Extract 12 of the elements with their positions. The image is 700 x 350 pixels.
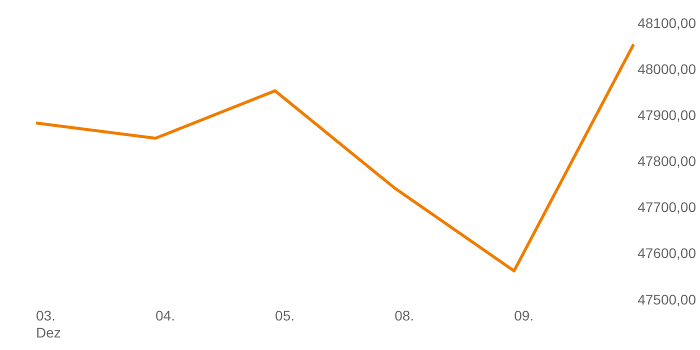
- y-tick-label: 47700,00: [638, 199, 696, 216]
- x-tick-label: 09.: [514, 308, 534, 324]
- x-tick-label: 04.: [156, 308, 175, 324]
- x-tick-label: 05.: [275, 308, 295, 324]
- y-tick-label: 47600,00: [638, 245, 696, 262]
- y-tick-label: 48100,00: [638, 14, 696, 31]
- y-tick-label: 47800,00: [638, 153, 696, 170]
- y-tick-label: 47500,00: [638, 291, 696, 308]
- x-tick-label: 08.: [394, 308, 414, 324]
- y-tick-label: 47900,00: [638, 106, 696, 123]
- y-tick-label: 48000,00: [638, 60, 696, 77]
- x-tick-label: 03. Dez: [36, 308, 61, 340]
